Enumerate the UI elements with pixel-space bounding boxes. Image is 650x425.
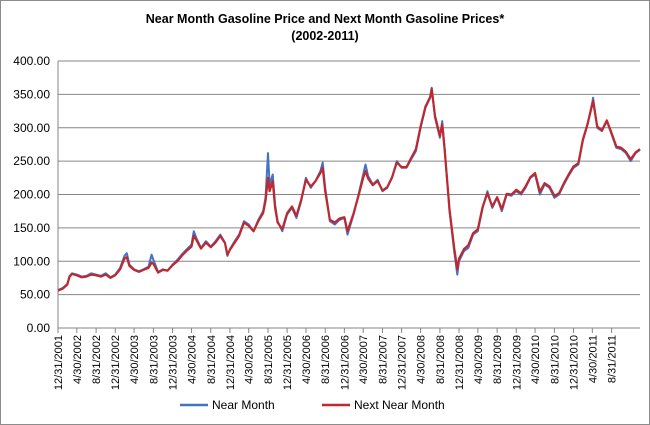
x-tick-label: 4/30/2002 [72, 335, 84, 384]
x-tick-label: 12/31/2007 [397, 335, 409, 390]
x-tick-label: 4/30/2011 [587, 335, 599, 383]
x-axis: 12/31/2001 4/30/2002 8/31/2002 12/31/2002 4/… [53, 61, 640, 390]
x-tick-label: 8/31/2003 [148, 335, 160, 384]
x-tick-label: 12/31/2006 [339, 335, 351, 390]
x-tick-label: 4/30/2008 [416, 335, 428, 384]
x-tick-label: 12/31/2001 [53, 335, 65, 390]
x-tick-label: 12/31/2010 [569, 335, 581, 390]
x-tick-label: 4/30/2005 [244, 335, 256, 384]
x-tick-label: 8/31/2011 [607, 335, 619, 383]
x-tick-label: 4/30/2006 [301, 335, 313, 384]
legend: Near Month Next Near Month [180, 398, 445, 412]
x-tick-label: 12/31/2003 [167, 335, 179, 390]
gridlines [58, 60, 640, 296]
y-tick-label: 250.00 [13, 154, 50, 168]
x-tick-label: 8/31/2004 [206, 335, 218, 384]
x-tick-label: 12/31/2005 [282, 335, 294, 390]
x-tick-label: 8/31/2006 [320, 335, 332, 384]
x-tick-label: 4/30/2004 [186, 335, 198, 384]
series-lines [57, 86, 641, 292]
y-tick-label: 400.00 [13, 54, 50, 68]
legend-label: Near Month [212, 398, 275, 412]
legend-label: Next Near Month [354, 398, 445, 412]
y-tick-label: 50.00 [20, 288, 50, 302]
x-tick-label: 8/31/2007 [377, 335, 389, 384]
y-tick-label: 100.00 [13, 254, 50, 268]
y-tick-label: 150.00 [13, 221, 50, 235]
x-tick-label: 4/30/2010 [530, 335, 542, 384]
x-tick-label: 12/31/2002 [110, 335, 122, 390]
chart-subtitle: (2002-2011) [291, 29, 359, 43]
x-tick-label: 8/31/2009 [492, 335, 504, 384]
x-tick-label: 8/31/2005 [263, 335, 275, 384]
y-axis: 0.00 50.00 100.00 150.00 200.00 250.00 300.00 3… [13, 54, 50, 335]
x-tick-label: 12/31/2008 [454, 335, 466, 390]
series-line-near-month [57, 86, 641, 291]
x-tick-label: 4/30/2009 [473, 335, 485, 384]
x-tick-label: 12/31/2009 [511, 335, 523, 390]
y-tick-label: 0.00 [27, 321, 51, 335]
y-tick-label: 350.00 [13, 87, 50, 101]
x-tick-label: 8/31/2002 [91, 335, 103, 384]
x-tick-label: 12/31/2004 [225, 335, 237, 390]
chart-title: Near Month Gasoline Price and Next Month… [145, 12, 505, 26]
x-tick-label: 4/30/2007 [358, 335, 370, 384]
x-tick-label: 8/31/2008 [435, 335, 447, 384]
series-line-next-near-month [57, 87, 641, 292]
y-tick-label: 300.00 [13, 121, 50, 135]
x-tick-label: 4/30/2003 [129, 335, 141, 384]
x-tick-label: 8/31/2010 [549, 335, 561, 384]
y-tick-label: 200.00 [13, 188, 50, 202]
